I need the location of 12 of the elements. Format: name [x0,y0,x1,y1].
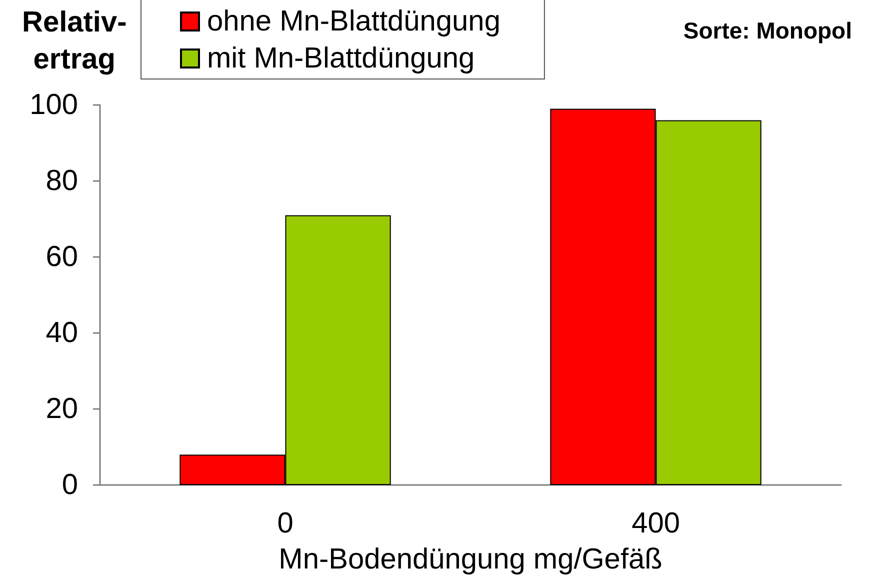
y-tick-label: 40 [46,317,78,349]
y-tick-label: 20 [46,393,78,425]
y-axis-title: Relativ- ertrag [22,6,127,76]
y-tick-label: 0 [62,469,78,501]
x-tick-label: 400 [632,508,680,540]
y-tick-label: 60 [46,241,78,273]
x-axis-title: Mn-Bodendüngung mg/Gefäß [278,544,662,576]
legend-label: mit Mn-Blattdüngung [207,42,475,74]
legend-label: ohne Mn-Blattdüngung [207,6,500,38]
chart-title: Sorte: Monopol [683,18,852,44]
y-tick-label: 80 [46,165,78,197]
y-tick-label: 100 [30,89,78,121]
